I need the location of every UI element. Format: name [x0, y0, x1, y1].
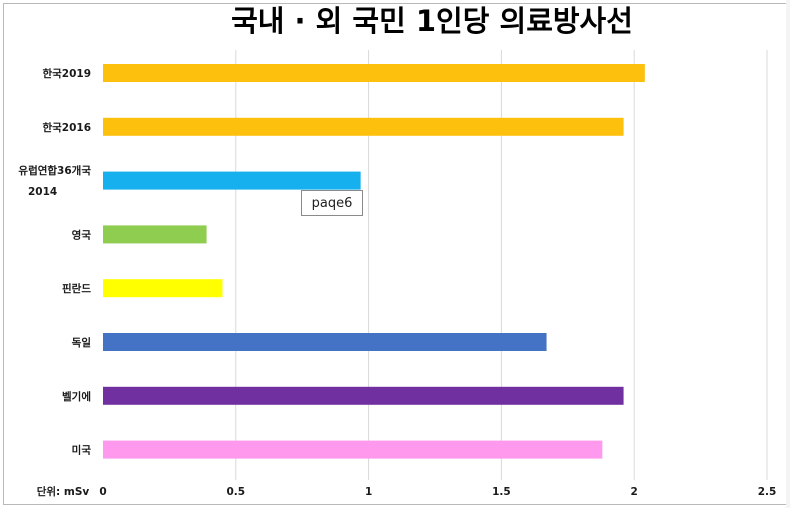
bar — [103, 117, 624, 136]
tooltip-text: paqe6 — [311, 195, 353, 211]
bar — [103, 440, 603, 459]
grid-layer — [235, 50, 768, 480]
bar — [103, 225, 207, 244]
category-label: 핀란드 — [62, 282, 91, 295]
bar — [103, 64, 645, 82]
bar — [103, 386, 624, 405]
category-label: 독일 — [72, 336, 91, 349]
category-label: 영국 — [72, 228, 92, 241]
bar — [103, 171, 361, 190]
x-tick-label: 0.5 — [226, 486, 245, 498]
x-tick-label: 0 — [99, 486, 106, 498]
category-label: 유럽연합36개국 — [18, 164, 91, 177]
x-tick-label: 1 — [365, 486, 372, 498]
category-label: 한국2019 — [42, 67, 91, 80]
window-edge — [786, 0, 790, 508]
category-label: 미국 — [72, 444, 92, 457]
category-label: 2014 — [28, 186, 57, 198]
x-tick-label: 1.5 — [492, 486, 511, 498]
bar — [103, 279, 223, 298]
tooltip: paqe6 — [301, 190, 363, 216]
bar — [103, 333, 547, 351]
unit-label: 단위: mSv — [37, 485, 90, 498]
x-tick-label: 2.5 — [758, 486, 777, 498]
chart-frame — [3, 3, 787, 505]
chart-title: 국내 · 외 국민 1인당 의료방사선 — [231, 4, 633, 38]
tick-labels: 0 0.5 1 1.5 2 2.5 — [99, 486, 776, 498]
category-label: 벨기에 — [62, 390, 91, 403]
x-tick-label: 2 — [631, 486, 638, 498]
bar-layer — [103, 64, 645, 459]
category-label: 한국2016 — [42, 121, 91, 134]
